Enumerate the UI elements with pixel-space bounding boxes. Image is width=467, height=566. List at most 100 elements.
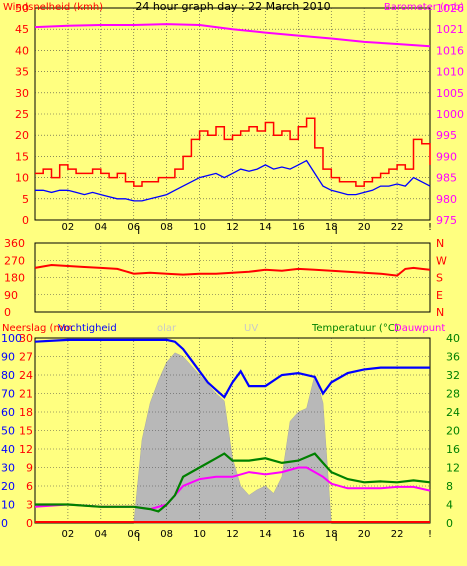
plot-frame xyxy=(34,242,431,313)
series-line-gemiddelde xyxy=(35,159,431,202)
y-tick-label-barometer: 1000 xyxy=(436,108,464,121)
y-tick-label-wind: 50 xyxy=(15,2,29,15)
y-tick-label-barometer: 985 xyxy=(436,172,457,185)
x-tick-label: 14 xyxy=(259,529,272,540)
x-tick-label: 12 xyxy=(226,529,239,540)
y-tick-label-wind: 15 xyxy=(15,150,29,163)
x-tick-label: 14 xyxy=(259,222,272,233)
y-tick-label-temperature: 36 xyxy=(446,351,460,364)
x-tick-label: 06 xyxy=(127,529,140,540)
label-solar: olar xyxy=(157,323,177,334)
y-tick-label-temperature: 40 xyxy=(446,332,460,345)
x-tick-label: 10 xyxy=(193,529,206,540)
y-tick-label-humidity: 0 xyxy=(1,517,8,530)
y-tick-label-compass: S xyxy=(436,272,443,285)
y-tick-label-barometer: 1016 xyxy=(436,44,464,57)
y-tick-label-humidity: 80 xyxy=(1,369,15,382)
y-tick-label-temperature: 20 xyxy=(446,425,460,438)
y-tick-label-wind: 30 xyxy=(15,87,29,100)
series-line-windsnelheid xyxy=(35,117,431,187)
x-tick-label: 02 xyxy=(62,222,75,233)
x-tick-label: ! xyxy=(428,529,432,540)
x-tick-label: 10 xyxy=(193,222,206,233)
y-tick-label-rain: 0 xyxy=(26,517,33,530)
label-temperatuur: Temperatuur (°C) xyxy=(311,323,399,334)
y-tick-label-temperature: 28 xyxy=(446,388,460,401)
x-tick-label: 04 xyxy=(94,222,107,233)
x-tick-label: 16 xyxy=(292,529,305,540)
y-tick-label-humidity: 30 xyxy=(1,462,15,475)
y-tick-label-temperature: 32 xyxy=(446,369,460,382)
y-tick-label-humidity: 100 xyxy=(1,332,22,345)
label-vochtigheid: Vochtigheid xyxy=(58,323,117,334)
label-uv: UV xyxy=(244,323,258,334)
y-tick-label-humidity: 90 xyxy=(1,351,15,364)
y-tick-label-barometer: 1021 xyxy=(436,23,464,36)
series-line-temperatuur xyxy=(35,452,431,513)
x-tick-label: 08 xyxy=(160,222,173,233)
y-tick-label-direction: 90 xyxy=(4,289,18,302)
y-tick-label-temperature: 8 xyxy=(446,480,453,493)
y-tick-label-barometer: 1026 xyxy=(436,2,464,15)
y-tick-label-compass: E xyxy=(436,289,443,302)
y-tick-label-wind: 5 xyxy=(22,193,29,206)
y-tick-label-barometer: 1010 xyxy=(436,66,464,79)
x-tick-label: 06 xyxy=(127,222,140,233)
y-tick-label-barometer: 980 xyxy=(436,193,457,206)
y-tick-label-barometer: 995 xyxy=(436,129,457,142)
label-dauwpunt: Dauwpunt xyxy=(394,323,445,334)
y-tick-label-compass: W xyxy=(436,254,447,267)
y-tick-label-humidity: 40 xyxy=(1,443,15,456)
y-tick-label-humidity: 10 xyxy=(1,499,15,512)
y-tick-label-compass: N xyxy=(436,237,444,250)
x-tick-label: 18 xyxy=(325,222,338,233)
y-tick-label-wind: 20 xyxy=(15,129,29,142)
y-tick-label-humidity: 50 xyxy=(1,425,15,438)
y-tick-label-rain: 12 xyxy=(19,443,33,456)
x-tick-label: 22 xyxy=(391,529,404,540)
y-tick-label-rain: 21 xyxy=(19,388,33,401)
series-line-vochtigheid xyxy=(34,338,430,399)
y-tick-label-direction: 360 xyxy=(4,237,25,250)
y-tick-label-temperature: 0 xyxy=(446,517,453,530)
y-tick-label-humidity: 60 xyxy=(1,406,15,419)
y-tick-label-temperature: 24 xyxy=(446,406,460,419)
x-tick-label: 16 xyxy=(292,222,305,233)
y-axis-label-wind: Windsnelheid (kmh) xyxy=(3,2,103,13)
x-tick-label: 04 xyxy=(94,529,107,540)
y-tick-label-rain: 18 xyxy=(19,406,33,419)
y-tick-label-humidity: 70 xyxy=(1,388,15,401)
y-tick-label-rain: 15 xyxy=(19,425,33,438)
y-tick-label-wind: 45 xyxy=(15,23,29,36)
y-tick-label-rain: 30 xyxy=(19,332,33,345)
x-tick-label: 02 xyxy=(62,529,75,540)
y-tick-label-compass: N xyxy=(436,306,444,319)
y-tick-label-barometer: 1005 xyxy=(436,87,464,100)
y-tick-label-barometer: 990 xyxy=(436,150,457,163)
y-tick-label-wind: 25 xyxy=(15,108,29,121)
y-tick-label-humidity: 20 xyxy=(1,480,15,493)
x-tick-label: 22 xyxy=(391,222,404,233)
x-tick-label: ! xyxy=(428,222,432,233)
y-tick-label-wind: 0 xyxy=(22,214,29,227)
y-tick-label-wind: 35 xyxy=(15,66,29,79)
x-tick-label: 18 xyxy=(325,529,338,540)
y-tick-label-rain: 27 xyxy=(19,351,33,364)
series-line-barometer xyxy=(34,23,431,48)
x-tick-label: 08 xyxy=(160,529,173,540)
x-tick-label: 20 xyxy=(358,222,371,233)
y-tick-label-temperature: 4 xyxy=(446,499,453,512)
y-tick-label-rain: 9 xyxy=(26,462,33,475)
series-area-solar xyxy=(133,352,332,524)
y-tick-label-barometer: 975 xyxy=(436,214,457,227)
y-tick-label-wind: 40 xyxy=(15,44,29,57)
y-tick-label-direction: 0 xyxy=(4,306,11,319)
y-tick-label-temperature: 16 xyxy=(446,443,460,456)
x-tick-label: 12 xyxy=(226,222,239,233)
y-tick-label-rain: 6 xyxy=(26,480,33,493)
y-tick-label-temperature: 12 xyxy=(446,462,460,475)
x-tick-label: 20 xyxy=(358,529,371,540)
y-tick-label-direction: 180 xyxy=(4,272,25,285)
